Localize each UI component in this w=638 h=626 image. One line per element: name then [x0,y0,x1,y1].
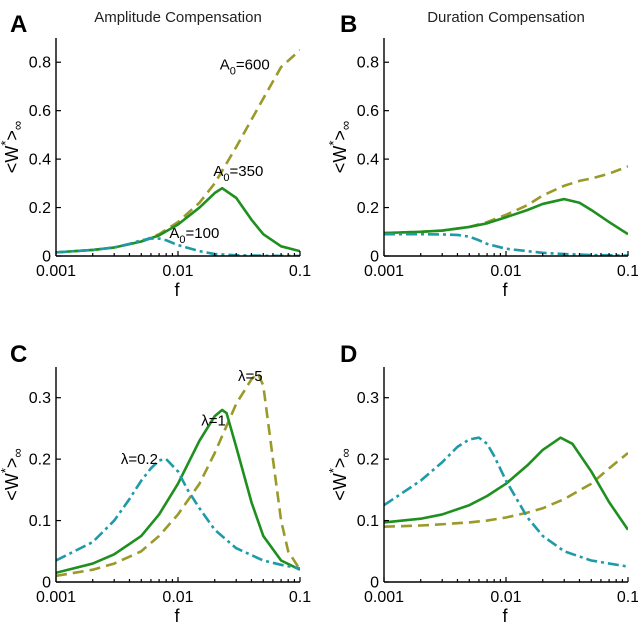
y-tick-label: 0 [370,575,379,592]
x-tick-label: 0.1 [617,589,638,606]
y-tick-label: 0.4 [357,152,379,169]
y-tick-label: 0.6 [29,103,51,120]
y-axis-label: <W*>∞ [326,121,353,173]
curve-annotation: λ=1 [201,412,226,429]
panel-c: C 0 0.1 0.2 0.3 0.001 0.01 0.1 f <W*>∞ λ=5 λ=1 λ=0.2 [0,341,311,626]
series-line-olive [384,451,628,529]
x-tick-label: 0.001 [36,589,76,606]
panel-letter: C [10,341,27,368]
panel-b: B Duration Compensation 0 0.2 0.4 0.6 0.8 0.001… [326,9,638,300]
panel-a: A Amplitude Compensation 0 0.2 0.4 0.6 0.8 0.00… [0,9,311,300]
y-axis-label: <W*>∞ [326,448,353,500]
x-tick-label: 0.001 [36,263,76,280]
x-tick-label: 0.1 [617,263,638,280]
x-tick-label: 0.01 [490,263,521,280]
x-tick-label: 0.001 [364,263,404,280]
curve-annotation: λ=5 [238,368,263,385]
x-tick-label: 0.1 [289,263,311,280]
series-line-teal [56,237,300,256]
x-axis-label: f [174,280,180,300]
series-line-green [56,186,300,254]
y-tick-label: 0.1 [29,513,51,530]
y-tick-label: 0.2 [357,200,379,217]
panel-letter: B [340,11,357,38]
series-line-green [384,197,628,236]
series-line-teal [384,436,628,568]
curve-annotation: λ=0.2 [121,451,158,468]
y-tick-label: 0 [42,249,51,266]
y-tick-label: 0.2 [29,452,51,469]
panel-title: Amplitude Compensation [94,9,262,26]
series-line-olive [56,371,300,578]
y-tick-label: 0.2 [29,200,51,217]
series-line-olive [56,49,300,254]
panel-d: D 0 0.1 0.2 0.3 0.001 0.01 0.1 f <W*>∞ [326,341,638,626]
y-tick-label: 0.3 [29,390,51,407]
series-line-green [384,436,628,531]
x-tick-label: 0.01 [162,263,193,280]
y-tick-label: 0.4 [29,152,51,169]
panel-title: Duration Compensation [427,9,585,26]
y-axis-label: <W*>∞ [0,448,25,500]
y-tick-label: 0.8 [29,55,51,72]
y-tick-label: 0.6 [357,103,379,120]
x-axis-label: f [502,280,508,300]
y-tick-label: 0.1 [357,513,379,530]
x-tick-label: 0.001 [364,589,404,606]
y-tick-label: 0 [42,575,51,592]
y-axis-label: <W*>∞ [0,121,25,173]
y-tick-label: 0.8 [357,55,379,72]
panel-letter: A [10,11,27,38]
x-axis-label: f [502,606,508,626]
series-line-olive [384,165,628,235]
x-axis-label: f [174,606,180,626]
series-line-teal [56,457,300,570]
curve-annotation: A0=100 [169,225,219,246]
curve-annotation: A0=600 [220,56,270,77]
x-tick-label: 0.01 [490,589,521,606]
y-tick-label: 0.2 [357,452,379,469]
y-tick-label: 0.3 [357,390,379,407]
series-line-green [56,408,300,575]
curve-annotation: A0=350 [213,163,263,184]
x-tick-label: 0.01 [162,589,193,606]
y-tick-label: 0 [370,249,379,266]
x-tick-label: 0.1 [289,589,311,606]
panel-letter: D [340,341,357,368]
